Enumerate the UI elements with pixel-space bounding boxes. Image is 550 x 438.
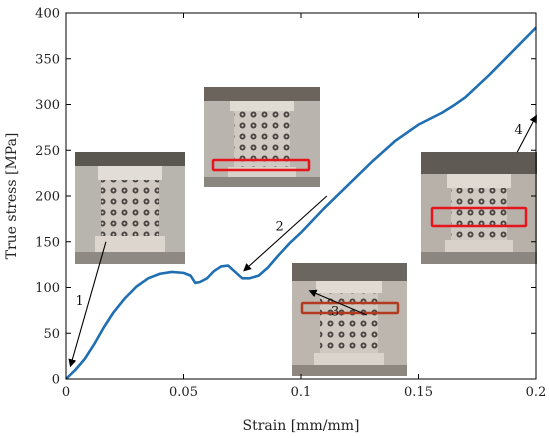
annotation-label-4: 4 <box>514 123 522 138</box>
axis-ticks: 0 0.05 0.1 0.15 0.2 0 50 100 150 200 250 300 350 400 <box>35 7 546 401</box>
y-tick-label: 300 <box>35 98 60 113</box>
specimen-photos <box>75 87 537 376</box>
highlight-box-stage-2 <box>211 158 311 172</box>
stress-strain-curve <box>65 26 537 380</box>
annotation-arrow-3 <box>308 289 368 316</box>
y-tick-label: 200 <box>35 190 60 205</box>
annotation-label-2: 2 <box>276 219 284 234</box>
x-tick-label: 0.1 <box>291 385 312 400</box>
y-tick-label: 350 <box>35 52 60 67</box>
photo-specimen-stage-3 <box>292 263 407 376</box>
highlight-box-stage-3 <box>300 301 400 315</box>
photo-specimen-stage-4 <box>421 152 537 264</box>
annotation-label-1: 1 <box>76 294 84 309</box>
y-tick-label: 50 <box>43 327 60 342</box>
x-tick-label: 0.05 <box>169 385 198 400</box>
annotation-arrow-4 <box>516 114 537 153</box>
annotation-label-3: 3 <box>331 304 339 319</box>
annotations: 1 2 3 4 <box>68 114 537 368</box>
x-tick-label: 0.2 <box>526 385 547 400</box>
annotation-arrow-2 <box>243 195 328 272</box>
photo-specimen-stage-2 <box>204 87 320 187</box>
y-tick-label: 100 <box>35 281 60 296</box>
x-axis-label: Strain [mm/mm] <box>243 418 360 434</box>
y-tick-label: 250 <box>35 144 60 159</box>
highlight-box-stage-4 <box>430 206 528 228</box>
photo-specimen-initial <box>75 152 185 264</box>
x-tick-label: 0 <box>62 385 70 400</box>
y-tick-label: 400 <box>35 7 60 22</box>
y-tick-label: 150 <box>35 235 60 250</box>
y-axis-label: True stress [MPa] <box>4 133 20 260</box>
y-tick-label: 0 <box>52 373 60 388</box>
annotation-arrow-1 <box>68 241 107 368</box>
x-tick-label: 0.15 <box>404 385 433 400</box>
